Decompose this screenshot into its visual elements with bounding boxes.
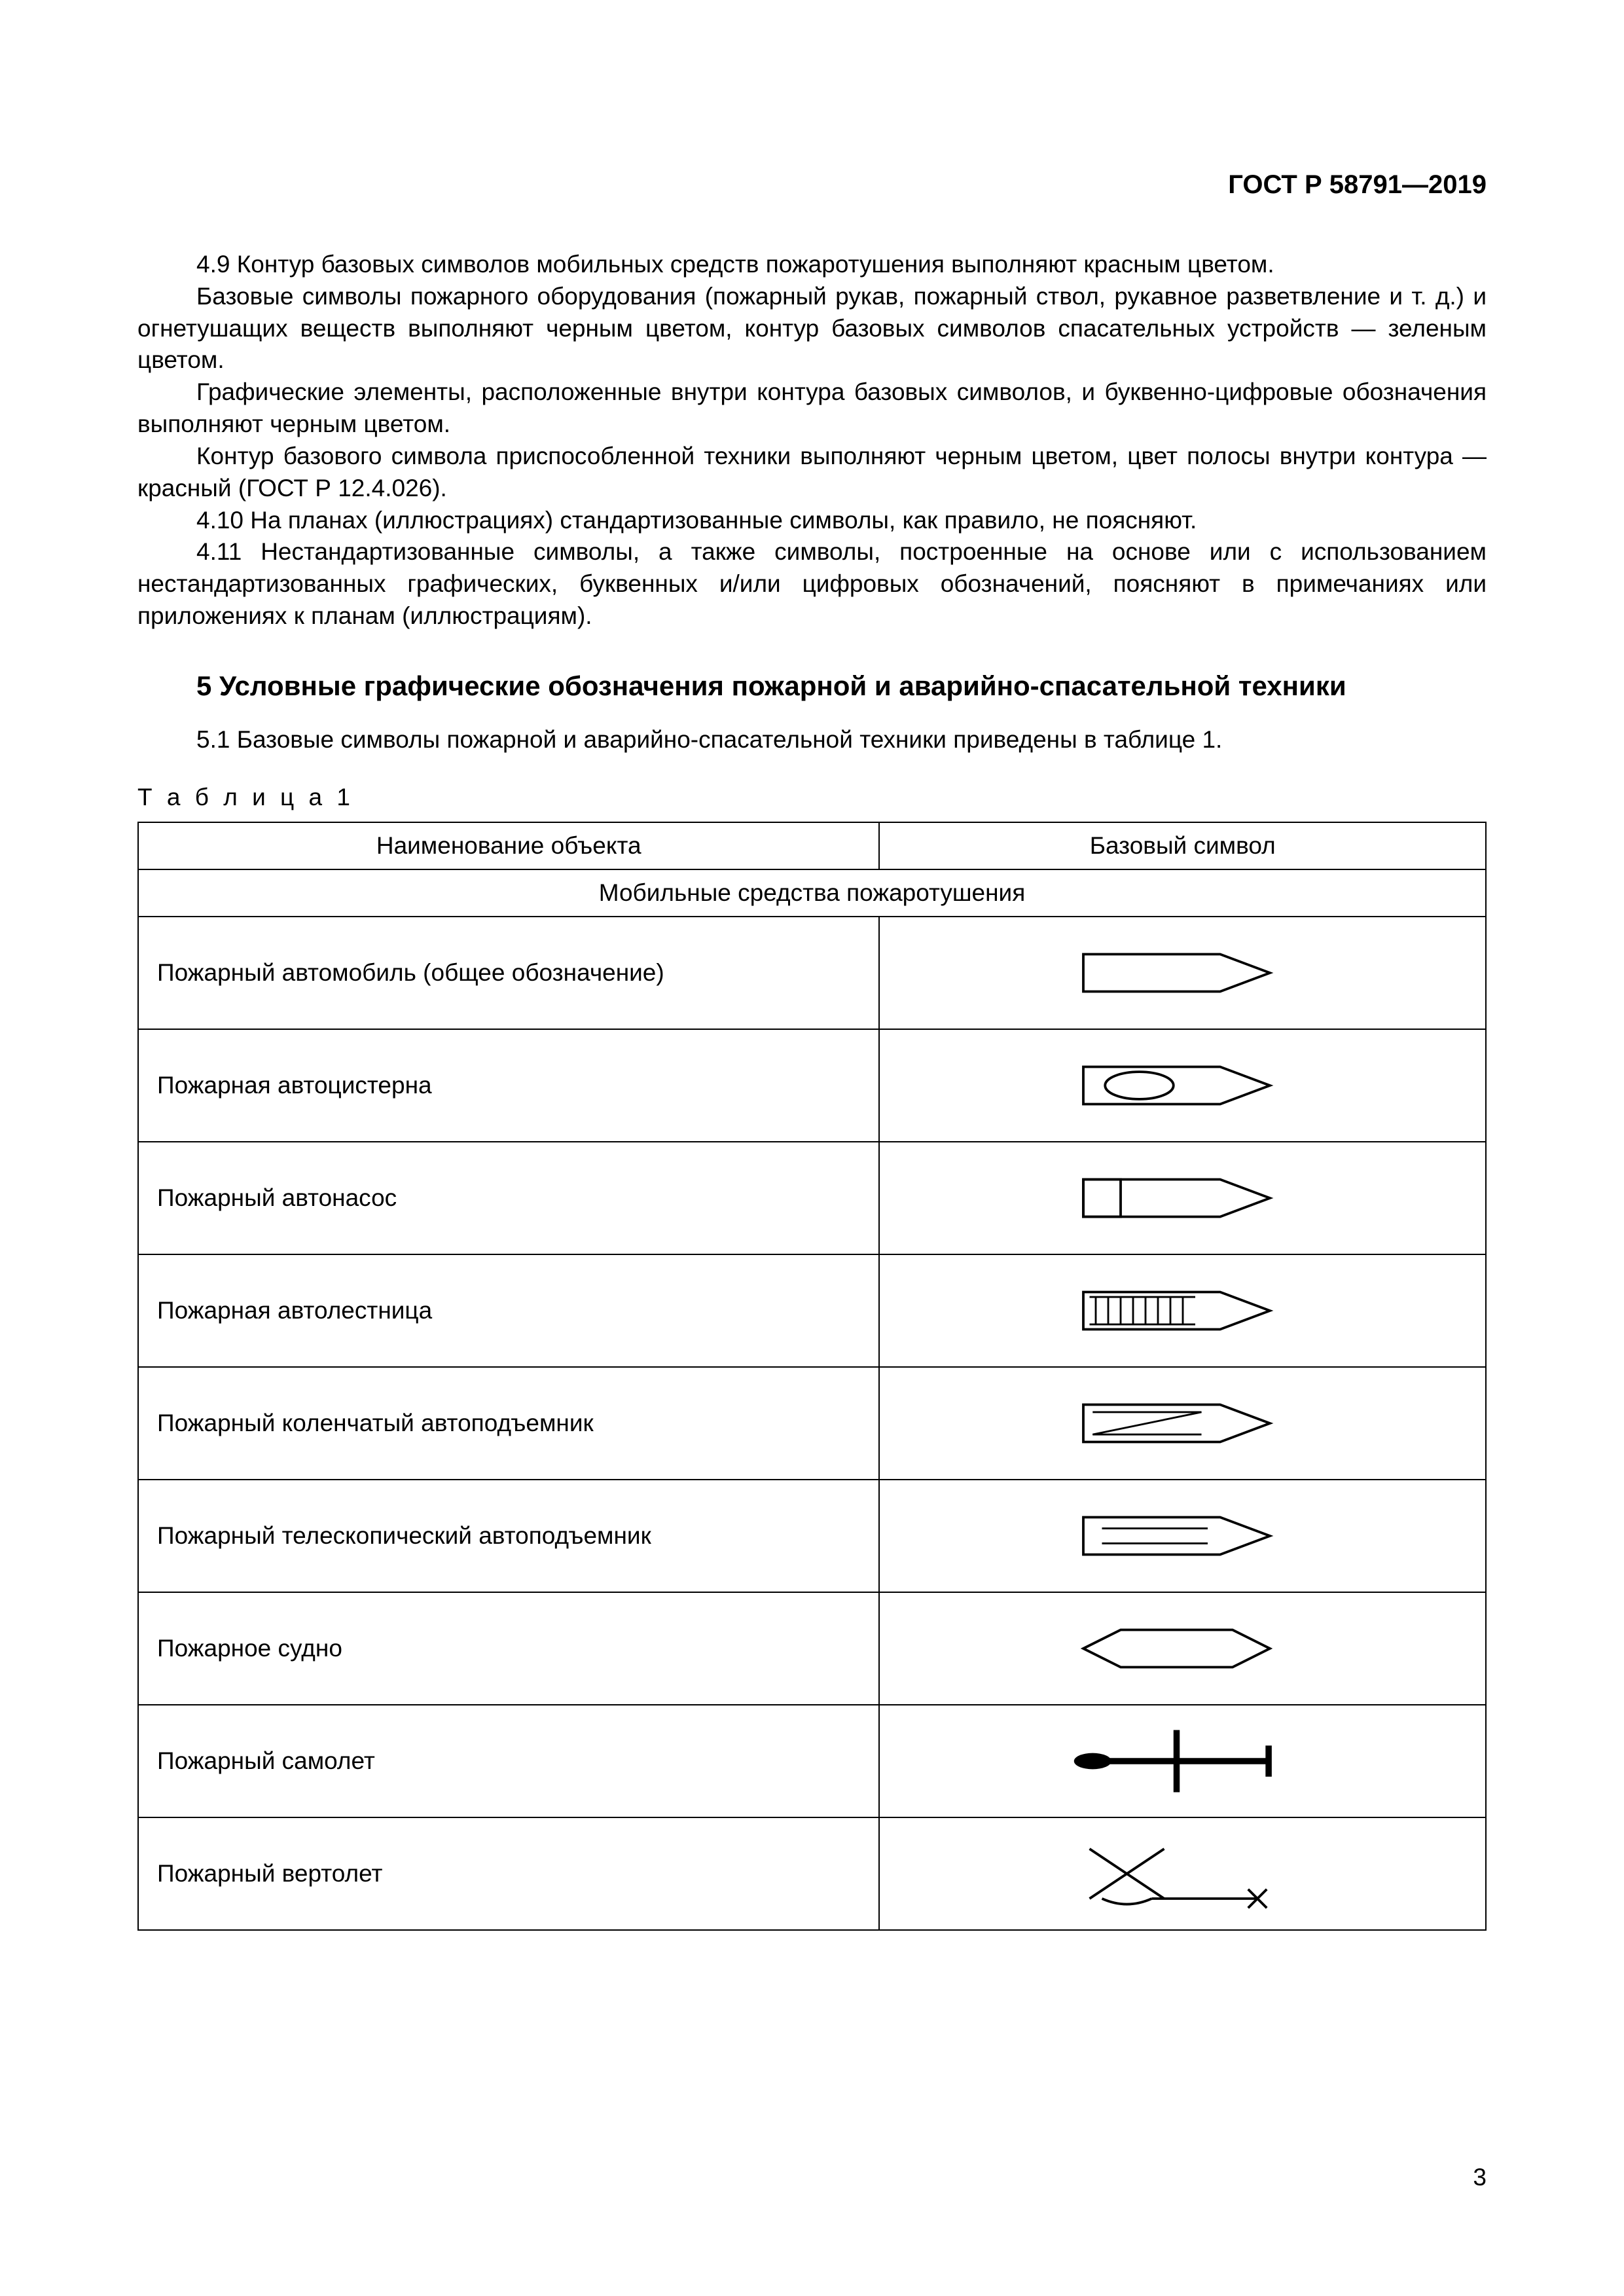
hexagon-icon: [1058, 1609, 1307, 1688]
para-4-9c: Графические элементы, расположенные внут…: [137, 376, 1487, 441]
table-row: Пожарный коленчатый автоподъемник: [138, 1367, 1486, 1480]
symbol-cell: [879, 1029, 1486, 1142]
table-header-row: Наименование объекта Базовый символ: [138, 822, 1486, 869]
table-row: Пожарный телескопический автоподъемник: [138, 1480, 1486, 1592]
pentagon_twolines-icon: [1058, 1497, 1307, 1575]
para-5-1: 5.1 Базовые символы пожарной и аварийно-…: [137, 724, 1487, 756]
page-number: 3: [1473, 2164, 1487, 2191]
table-row: Пожарный вертолет: [138, 1817, 1486, 1930]
para-4-11: 4.11 Нестандартизованные символы, а такж…: [137, 536, 1487, 632]
table-row: Пожарная автоцистерна: [138, 1029, 1486, 1142]
object-name-cell: Пожарный автомобиль (общее обозначение): [138, 917, 879, 1029]
table-section-title: Мобильные средства пожаротушения: [138, 869, 1486, 917]
symbol-cell: [879, 1480, 1486, 1592]
symbol-cell: [879, 1817, 1486, 1930]
airplane-icon: [1058, 1722, 1307, 1800]
para-4-9b: Базовые символы пожарного оборудования (…: [137, 281, 1487, 376]
pentagon-icon: [1058, 934, 1307, 1012]
standard-code: ГОСТ Р 58791—2019: [1228, 170, 1487, 200]
object-name-cell: Пожарный коленчатый автоподъемник: [138, 1367, 879, 1480]
table-row: Пожарный автомобиль (общее обозначение): [138, 917, 1486, 1029]
helicopter-icon: [1058, 1834, 1307, 1913]
symbol-cell: [879, 1142, 1486, 1254]
para-4-9d: Контур базового символа приспособленной …: [137, 441, 1487, 505]
object-name-cell: Пожарный автонасос: [138, 1142, 879, 1254]
table-row: Пожарная автолестница: [138, 1254, 1486, 1367]
symbol-cell: [879, 917, 1486, 1029]
section-5-heading: 5 Условные графические обозначения пожар…: [196, 668, 1487, 704]
symbol-table: Наименование объекта Базовый символ Моби…: [137, 822, 1487, 1931]
col2-header: Базовый символ: [879, 822, 1486, 869]
object-name-cell: Пожарный вертолет: [138, 1817, 879, 1930]
pentagon_ellipse-icon: [1058, 1046, 1307, 1125]
col1-header: Наименование объекта: [138, 822, 879, 869]
body-text: 4.9 Контур базовых символов мобильных ср…: [137, 249, 1487, 1931]
para-4-10: 4.10 На планах (иллюстрациях) стандартиз…: [137, 505, 1487, 537]
table-caption: Т а б л и ц а 1: [137, 782, 1487, 814]
object-name-cell: Пожарное судно: [138, 1592, 879, 1705]
object-name-cell: Пожарная автоцистерна: [138, 1029, 879, 1142]
symbol-cell: [879, 1254, 1486, 1367]
object-name-cell: Пожарный самолет: [138, 1705, 879, 1817]
para-4-9: 4.9 Контур базовых символов мобильных ср…: [137, 249, 1487, 281]
table-section-row: Мобильные средства пожаротушения: [138, 869, 1486, 917]
object-name-cell: Пожарный телескопический автоподъемник: [138, 1480, 879, 1592]
table-row: Пожарный самолет: [138, 1705, 1486, 1817]
symbol-cell: [879, 1705, 1486, 1817]
symbol-cell: [879, 1592, 1486, 1705]
pentagon_square-icon: [1058, 1159, 1307, 1237]
table-row: Пожарный автонасос: [138, 1142, 1486, 1254]
object-name-cell: Пожарная автолестница: [138, 1254, 879, 1367]
pentagon_ladder-icon: [1058, 1271, 1307, 1350]
table-row: Пожарное судно: [138, 1592, 1486, 1705]
symbol-cell: [879, 1367, 1486, 1480]
pentagon_zigzag-icon: [1058, 1384, 1307, 1463]
